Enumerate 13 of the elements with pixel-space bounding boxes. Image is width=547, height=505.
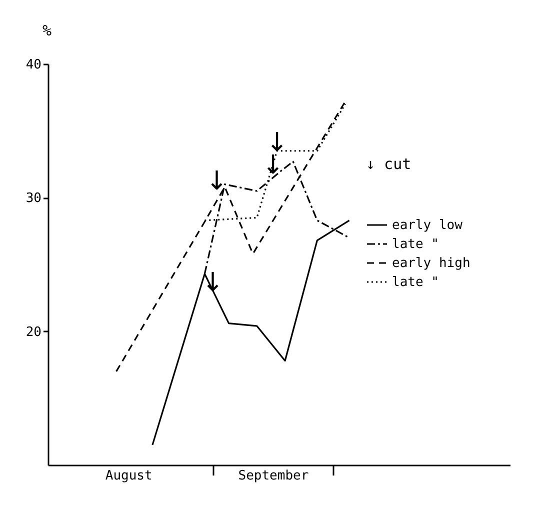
annotation: ↓ xyxy=(262,150,284,181)
legend-label: late " xyxy=(392,237,439,252)
legend-label: late " xyxy=(392,275,439,290)
y-axis-title: % xyxy=(42,22,52,40)
legend-label: early low xyxy=(392,218,463,233)
y-tick-label: 20 xyxy=(26,324,42,340)
y-tick-label: 30 xyxy=(26,191,42,206)
x-tick-label: September xyxy=(238,468,309,484)
legend-label: early high xyxy=(392,256,470,271)
y-tick-label: 40 xyxy=(26,58,42,72)
annotation: ↓ xyxy=(206,166,228,197)
x-tick-label: August xyxy=(105,468,152,484)
annotation: ↓ cut xyxy=(366,155,412,173)
